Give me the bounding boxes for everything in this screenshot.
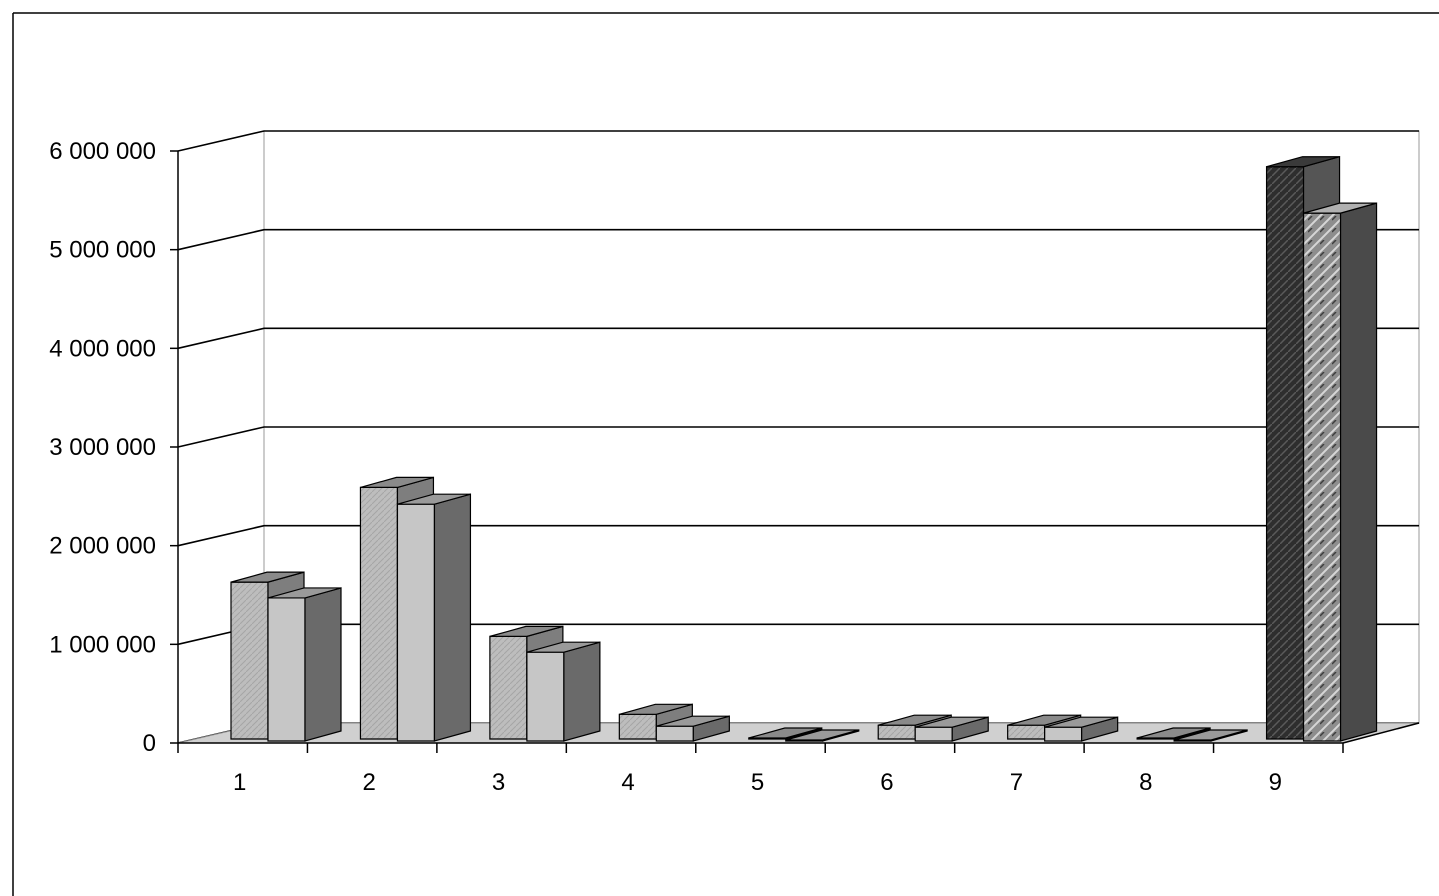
gridline — [177, 130, 1419, 152]
bar-series1 — [1136, 727, 1211, 740]
chart-axes — [170, 150, 1420, 753]
y-tick-label: 2 000 000 — [49, 533, 156, 560]
bar-series1 — [748, 727, 823, 740]
x-tick-label: 1 — [233, 769, 246, 796]
bar-series2 — [655, 715, 730, 742]
x-tick-label: 5 — [751, 769, 764, 796]
gridline — [177, 524, 1419, 547]
chart-bars — [230, 155, 1378, 742]
y-tick-label: 0 — [143, 730, 156, 757]
bar-series2 — [396, 493, 472, 742]
bar-series2 — [526, 641, 601, 742]
chart-gridlines — [177, 130, 1419, 744]
y-tick-label: 1 000 000 — [49, 631, 156, 658]
y-axis-tick-labels: 0 1 000 000 2 000 000 3 000 000 4 000 000 5 0… — [49, 138, 156, 757]
x-tick-label: 8 — [1139, 769, 1152, 796]
x-axis-tick-labels: 1 2 3 4 5 6 7 8 9 — [233, 769, 1282, 796]
y-tick-label: 4 000 000 — [49, 335, 156, 362]
bar-series2 — [1044, 716, 1119, 742]
gridline — [177, 327, 1419, 350]
x-tick-label: 4 — [621, 769, 634, 796]
bar-series2 — [1302, 202, 1378, 742]
x-tick-label: 7 — [1010, 769, 1023, 796]
bar-series2 — [914, 716, 989, 742]
bar-series2 — [1173, 729, 1248, 742]
y-tick-label: 5 000 000 — [49, 237, 156, 264]
gridline — [177, 426, 1419, 448]
floor-edge-line — [1342, 722, 1420, 744]
x-tick-label: 3 — [492, 769, 505, 796]
x-tick-label: 2 — [362, 769, 375, 796]
y-tick-label: 3 000 000 — [49, 434, 156, 461]
bar-series2 — [785, 729, 860, 742]
gridline — [177, 228, 1419, 251]
y-tick-label: 6 000 000 — [49, 138, 156, 165]
x-tick-label: 9 — [1269, 769, 1282, 796]
bar-series2 — [267, 587, 342, 742]
x-tick-label: 6 — [880, 769, 893, 796]
chart-walls — [12, 12, 1439, 896]
